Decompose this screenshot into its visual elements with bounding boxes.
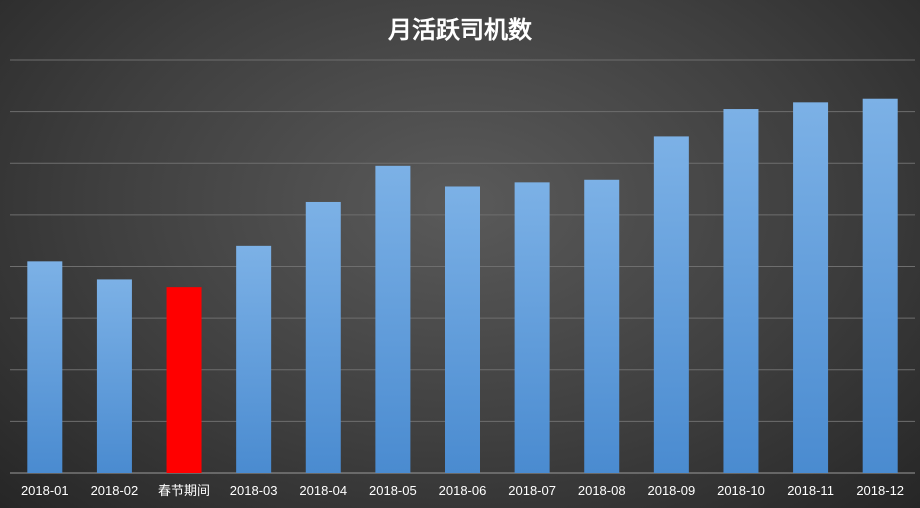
- bar-2018-05: [375, 165, 411, 474]
- bars: [27, 98, 898, 474]
- x-tick-label: 2018-06: [439, 483, 487, 498]
- bar-2018-06: [445, 186, 480, 473]
- bar-2018-08: [584, 179, 620, 473]
- x-tick-label: 2018-04: [299, 483, 347, 498]
- bar-2018-02: [96, 279, 132, 473]
- x-tick-labels: 2018-01 2018-02 春节期间 2018-03 2018-04 2018-05 2…: [21, 483, 904, 498]
- bar-2018-11: [793, 102, 829, 474]
- x-tick-label: 2018-01: [21, 483, 69, 498]
- bar-2018-07: [514, 182, 550, 473]
- x-tick-label: 2018-03: [230, 483, 278, 498]
- bar-2018-04: [305, 201, 341, 473]
- x-tick-label: 2018-02: [91, 483, 139, 498]
- bar-2018-01: [27, 261, 63, 473]
- bar-2018-12: [862, 98, 898, 473]
- bar-2018-03: [236, 245, 272, 473]
- x-tick-label: 2018-09: [647, 483, 695, 498]
- x-tick-label: 春节期间: [158, 483, 210, 498]
- x-tick-label: 2018-08: [578, 483, 626, 498]
- x-tick-label: 2018-05: [369, 483, 417, 498]
- x-tick-label: 2018-11: [787, 483, 834, 498]
- bar-2018-10: [723, 109, 759, 473]
- chart-title: 月活跃司机数: [388, 16, 532, 44]
- bar-春节期间: [166, 287, 202, 473]
- x-tick-label: 2018-10: [717, 483, 765, 498]
- x-tick-label: 2018-07: [508, 483, 556, 498]
- bar-2018-09: [653, 136, 689, 473]
- x-tick-label: 2018-12: [856, 483, 904, 498]
